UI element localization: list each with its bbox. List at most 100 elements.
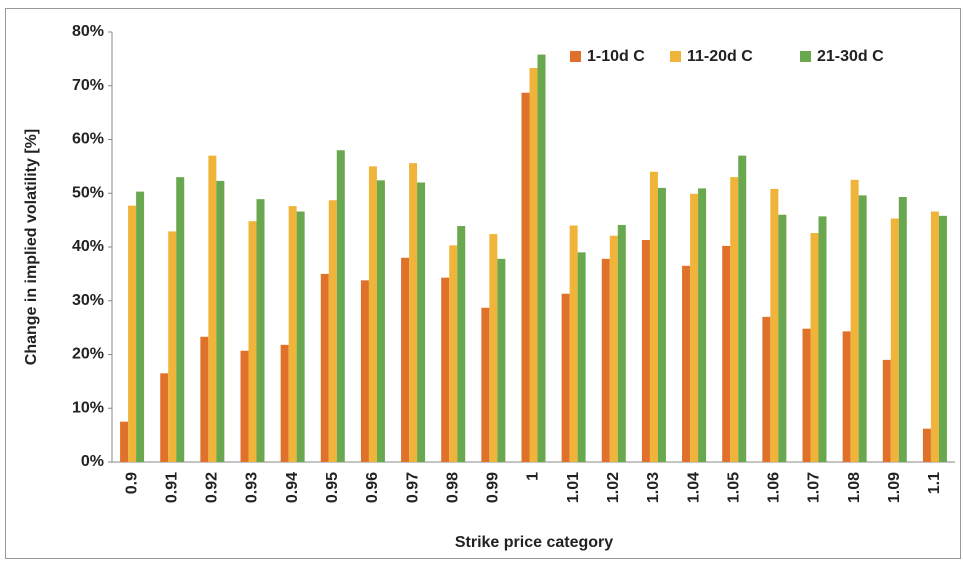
bar <box>601 258 610 462</box>
x-tick-label: 1.06 <box>766 472 783 503</box>
bar <box>569 225 578 462</box>
bar <box>256 199 265 462</box>
bar <box>208 155 217 462</box>
bar <box>360 280 369 462</box>
y-axis-title: Change in implied volatility [%] <box>23 129 40 365</box>
bar <box>160 373 169 462</box>
bar <box>682 265 691 462</box>
bar <box>649 171 658 462</box>
x-tick-label: 0.9 <box>123 472 140 494</box>
bar <box>320 273 329 462</box>
y-tick-label: 70% <box>72 77 104 94</box>
x-tick-label: 0.93 <box>244 472 261 503</box>
x-tick-label: 1.08 <box>846 472 863 503</box>
y-tick-label: 40% <box>72 238 104 255</box>
bar <box>561 293 570 462</box>
x-tick-label: 0.94 <box>284 472 301 503</box>
y-tick-label: 80% <box>72 23 104 40</box>
bar <box>529 68 538 462</box>
bar <box>641 240 650 462</box>
bar <box>657 187 666 462</box>
x-axis-title: Strike price category <box>455 534 613 551</box>
bar <box>248 221 257 462</box>
bar <box>240 350 249 462</box>
x-tick-label: 1.02 <box>605 472 622 503</box>
bar <box>497 258 506 462</box>
legend-label: 11-20d C <box>687 48 753 65</box>
x-tick-label: 1.1 <box>926 472 943 494</box>
x-tick-label: 0.92 <box>204 472 221 503</box>
bar <box>922 428 931 462</box>
bar <box>449 245 458 462</box>
bar <box>296 211 305 462</box>
x-tick-label: 0.99 <box>485 472 502 503</box>
x-tick-label: 0.95 <box>324 472 341 503</box>
y-tick-label: 20% <box>72 346 104 363</box>
x-tick-label: 1.03 <box>645 472 662 503</box>
bar <box>898 197 907 462</box>
x-tick-label: 1.04 <box>685 472 702 503</box>
y-tick-label: 60% <box>72 131 104 148</box>
bar <box>368 166 377 462</box>
bar <box>722 245 731 462</box>
bar <box>930 211 939 462</box>
x-tick-label: 1.07 <box>806 472 823 503</box>
bar <box>738 155 747 462</box>
y-tick-label: 0% <box>81 453 104 470</box>
bar <box>336 150 345 462</box>
x-tick-label: 0.97 <box>404 472 421 503</box>
bar <box>617 224 626 462</box>
x-tick-label: 0.96 <box>364 472 381 503</box>
bar <box>850 179 859 462</box>
bar <box>136 191 145 462</box>
x-tick-label: 0.98 <box>444 472 461 503</box>
bar <box>577 252 586 462</box>
x-tick-label: 1 <box>525 472 542 481</box>
legend-label: 21-30d C <box>817 48 884 65</box>
bar <box>537 54 546 462</box>
bar <box>802 328 811 462</box>
bar <box>280 344 289 462</box>
bar <box>457 226 466 462</box>
x-tick-label: 1.05 <box>725 472 742 503</box>
bar <box>200 336 209 462</box>
bar <box>890 218 899 462</box>
bar <box>128 205 137 463</box>
bar <box>401 257 410 462</box>
bar <box>770 188 779 462</box>
bar <box>762 316 771 462</box>
bar <box>842 331 851 462</box>
bar <box>730 177 739 462</box>
frame <box>5 8 961 559</box>
legend-label: 1-10d C <box>587 48 645 65</box>
bar <box>521 92 530 463</box>
y-tick-label: 30% <box>72 292 104 309</box>
bar <box>409 163 418 462</box>
bar <box>176 177 185 462</box>
bar <box>288 206 297 462</box>
x-tick-label: 0.91 <box>163 472 180 503</box>
bar <box>609 235 618 462</box>
x-tick-label: 1.01 <box>565 472 582 503</box>
bar <box>698 188 707 462</box>
bar <box>858 195 867 462</box>
y-tick-label: 10% <box>72 399 104 416</box>
bar <box>120 421 129 462</box>
bar <box>328 200 337 463</box>
bar <box>882 359 891 462</box>
bar <box>938 215 947 462</box>
bar <box>810 233 819 462</box>
legend-swatch <box>570 51 581 62</box>
bar <box>818 216 827 462</box>
legend-swatch <box>800 51 811 62</box>
bar <box>441 277 450 462</box>
bar <box>376 180 385 462</box>
bar <box>690 193 699 462</box>
bar <box>417 182 426 462</box>
bar <box>481 307 490 462</box>
bar <box>216 180 225 462</box>
x-tick-label: 1.09 <box>886 472 903 503</box>
bar <box>778 214 787 462</box>
bar <box>168 231 177 462</box>
